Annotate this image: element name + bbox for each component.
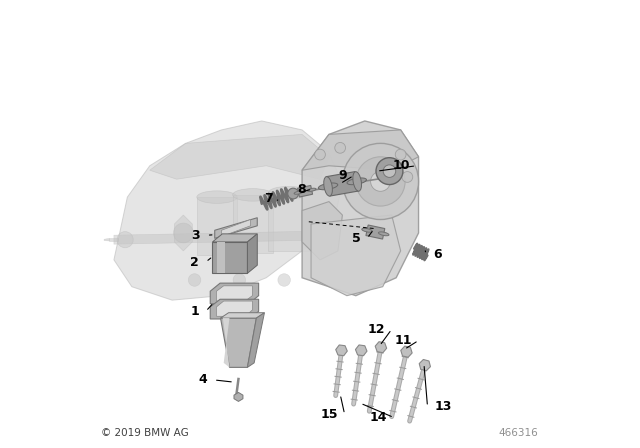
Ellipse shape bbox=[269, 186, 309, 199]
Polygon shape bbox=[109, 238, 118, 241]
Text: 12: 12 bbox=[367, 323, 385, 336]
Circle shape bbox=[188, 274, 201, 286]
Polygon shape bbox=[210, 299, 259, 319]
Polygon shape bbox=[223, 318, 230, 367]
Text: 2: 2 bbox=[190, 255, 199, 269]
Polygon shape bbox=[215, 218, 257, 238]
Circle shape bbox=[356, 157, 405, 206]
Text: 10: 10 bbox=[392, 159, 410, 172]
Circle shape bbox=[342, 143, 419, 220]
Ellipse shape bbox=[378, 232, 389, 236]
Polygon shape bbox=[248, 234, 257, 273]
Polygon shape bbox=[210, 283, 259, 304]
Polygon shape bbox=[197, 197, 237, 255]
Polygon shape bbox=[336, 345, 348, 356]
Ellipse shape bbox=[197, 191, 237, 203]
Polygon shape bbox=[221, 318, 257, 367]
Ellipse shape bbox=[324, 177, 332, 196]
Ellipse shape bbox=[294, 191, 303, 194]
Circle shape bbox=[371, 172, 390, 191]
Circle shape bbox=[173, 223, 193, 243]
Ellipse shape bbox=[307, 188, 316, 191]
Polygon shape bbox=[366, 225, 385, 239]
Circle shape bbox=[402, 172, 413, 182]
Circle shape bbox=[233, 274, 246, 286]
Polygon shape bbox=[104, 238, 109, 241]
Polygon shape bbox=[269, 193, 309, 251]
Text: 5: 5 bbox=[351, 232, 360, 245]
Text: 11: 11 bbox=[394, 334, 412, 347]
Polygon shape bbox=[216, 301, 252, 316]
Polygon shape bbox=[114, 121, 342, 300]
Polygon shape bbox=[302, 121, 419, 296]
Polygon shape bbox=[212, 242, 248, 273]
Text: 9: 9 bbox=[339, 169, 347, 182]
Polygon shape bbox=[419, 359, 431, 371]
Polygon shape bbox=[174, 215, 192, 251]
Polygon shape bbox=[355, 345, 367, 356]
Polygon shape bbox=[234, 392, 243, 401]
Polygon shape bbox=[114, 231, 338, 244]
Text: 1: 1 bbox=[190, 305, 199, 318]
Ellipse shape bbox=[347, 178, 367, 185]
Circle shape bbox=[335, 142, 346, 153]
Polygon shape bbox=[311, 215, 401, 296]
Polygon shape bbox=[401, 346, 412, 357]
Ellipse shape bbox=[353, 172, 362, 191]
Polygon shape bbox=[233, 195, 273, 253]
Polygon shape bbox=[217, 242, 225, 273]
Circle shape bbox=[117, 232, 133, 248]
Polygon shape bbox=[302, 130, 419, 170]
Text: 14: 14 bbox=[370, 411, 387, 424]
Polygon shape bbox=[150, 134, 329, 179]
Text: 4: 4 bbox=[198, 373, 207, 387]
Circle shape bbox=[376, 158, 403, 185]
Text: 13: 13 bbox=[435, 400, 452, 414]
Text: © 2019 BMW AG: © 2019 BMW AG bbox=[101, 428, 189, 438]
Ellipse shape bbox=[233, 189, 273, 201]
Text: 466316: 466316 bbox=[499, 428, 539, 438]
Text: 3: 3 bbox=[191, 228, 200, 242]
Text: 8: 8 bbox=[297, 182, 306, 196]
Polygon shape bbox=[212, 234, 257, 242]
Ellipse shape bbox=[318, 183, 338, 190]
Circle shape bbox=[278, 274, 291, 286]
Circle shape bbox=[288, 188, 298, 199]
Polygon shape bbox=[216, 286, 252, 301]
Ellipse shape bbox=[362, 228, 372, 232]
Polygon shape bbox=[375, 342, 387, 353]
Text: 7: 7 bbox=[264, 191, 273, 205]
Circle shape bbox=[383, 165, 396, 177]
Text: 6: 6 bbox=[433, 248, 442, 261]
Circle shape bbox=[396, 149, 406, 160]
Polygon shape bbox=[221, 220, 251, 237]
Circle shape bbox=[315, 149, 325, 160]
Polygon shape bbox=[248, 313, 264, 367]
Polygon shape bbox=[298, 185, 312, 197]
Polygon shape bbox=[221, 313, 264, 318]
Polygon shape bbox=[302, 202, 342, 260]
Polygon shape bbox=[326, 172, 358, 196]
Text: 15: 15 bbox=[321, 408, 338, 421]
